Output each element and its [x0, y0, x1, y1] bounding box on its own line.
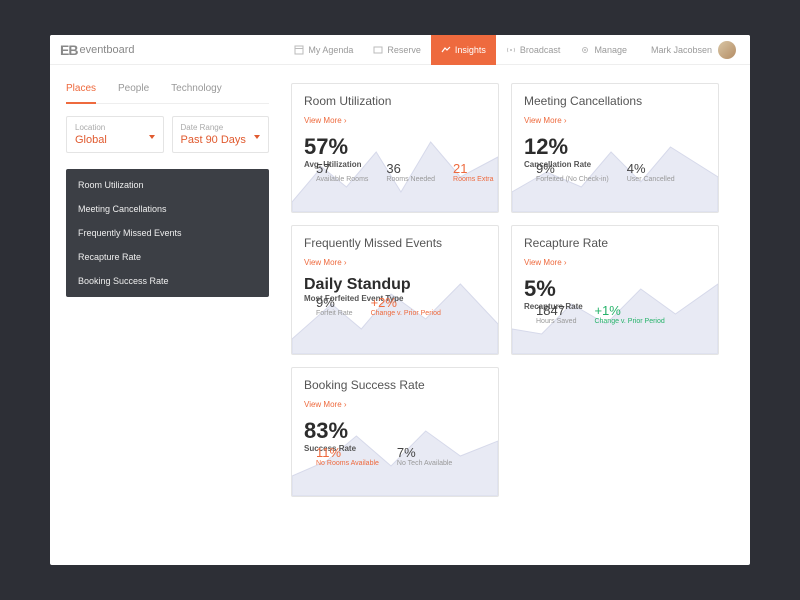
nav-label: Broadcast [520, 45, 561, 55]
stats: 1847Hours Saved +1%Change v. Prior Perio… [536, 303, 718, 325]
card-title: Booking Success Rate [304, 378, 486, 392]
card-meeting-cancellations[interactable]: Meeting Cancellations View More 12% Canc… [511, 83, 719, 213]
nav-label: Insights [455, 45, 486, 55]
stat-lbl: Forfeited (No Check-in) [536, 176, 609, 183]
tab-places[interactable]: Places [66, 83, 96, 104]
metric-list: Room Utilization Meeting Cancellations F… [66, 169, 269, 297]
big-value: 5% [524, 276, 706, 302]
card-title: Recapture Rate [524, 236, 706, 250]
stat-val: 36 [386, 161, 435, 176]
filter-value: Past 90 Days [181, 134, 261, 146]
logo-mark: EB [60, 42, 77, 58]
stats: 9%Forfeit Rate +2%Change v. Prior Period [316, 295, 498, 317]
filter-location[interactable]: Location Global [66, 116, 164, 153]
stat-val: 21 [453, 161, 493, 176]
big-value: 83% [304, 418, 486, 444]
logo[interactable]: EB eventboard [60, 42, 135, 58]
app-window: EB eventboard My Agenda Reserve Insights… [50, 35, 750, 565]
stat-lbl: Available Rooms [316, 176, 368, 183]
metric-item[interactable]: Room Utilization [66, 173, 269, 197]
sub-tabs: Places People Technology [66, 83, 269, 104]
gear-icon [580, 45, 590, 55]
stat-lbl: Forfeit Rate [316, 310, 353, 317]
main: Room Utilization View More 57% Avg. Util… [285, 65, 750, 565]
filter-value: Global [75, 134, 155, 146]
card-room-utilization[interactable]: Room Utilization View More 57% Avg. Util… [291, 83, 499, 213]
big-value: 12% [524, 134, 706, 160]
sidebar: Places People Technology Location Global… [50, 65, 285, 565]
nav-reserve[interactable]: Reserve [363, 35, 431, 65]
view-more-link[interactable]: View More [524, 258, 567, 267]
stat-lbl: No Rooms Available [316, 460, 379, 467]
stat-lbl: Change v. Prior Period [371, 310, 441, 317]
metric-item[interactable]: Booking Success Rate [66, 269, 269, 293]
view-more-link[interactable]: View More [304, 258, 347, 267]
user-name: Mark Jacobsen [651, 45, 712, 55]
cards: Room Utilization View More 57% Avg. Util… [291, 83, 732, 497]
stat-val: 9% [316, 295, 353, 310]
nav-my-agenda[interactable]: My Agenda [284, 35, 363, 65]
filter-date-range[interactable]: Date Range Past 90 Days [172, 116, 270, 153]
insights-icon [441, 45, 451, 55]
tab-technology[interactable]: Technology [171, 83, 222, 103]
metric-item[interactable]: Meeting Cancellations [66, 197, 269, 221]
nav-broadcast[interactable]: Broadcast [496, 35, 571, 65]
stat-lbl: Rooms Needed [386, 176, 435, 183]
agenda-icon [294, 45, 304, 55]
stat-val: +1% [594, 303, 664, 318]
reserve-icon [373, 45, 383, 55]
logo-text: eventboard [79, 44, 134, 56]
nav-manage[interactable]: Manage [570, 35, 637, 65]
card-title: Frequently Missed Events [304, 236, 486, 250]
stat-lbl: No Tech Available [397, 460, 452, 467]
big-value: 57% [304, 134, 486, 160]
stats: 9%Forfeited (No Check-in) 4%User Cancell… [536, 161, 718, 183]
stats: 57Available Rooms 36Rooms Needed 21Rooms… [316, 161, 498, 183]
nav-label: Reserve [387, 45, 421, 55]
view-more-link[interactable]: View More [304, 400, 347, 409]
stat-lbl: User Cancelled [627, 176, 675, 183]
filter-label: Location [75, 123, 155, 132]
stat-val: 4% [627, 161, 675, 176]
view-more-link[interactable]: View More [304, 116, 347, 125]
stat-lbl: Rooms Extra [453, 176, 493, 183]
body: Places People Technology Location Global… [50, 65, 750, 565]
stat-lbl: Change v. Prior Period [594, 318, 664, 325]
view-more-link[interactable]: View More [524, 116, 567, 125]
top-nav: My Agenda Reserve Insights Broadcast Man… [284, 35, 637, 65]
card-title: Meeting Cancellations [524, 94, 706, 108]
tab-people[interactable]: People [118, 83, 149, 103]
stat-val: 1847 [536, 303, 576, 318]
broadcast-icon [506, 45, 516, 55]
avatar [718, 41, 736, 59]
nav-insights[interactable]: Insights [431, 35, 496, 65]
filter-label: Date Range [181, 123, 261, 132]
user-menu[interactable]: Mark Jacobsen [651, 41, 736, 59]
stat-val: 57 [316, 161, 368, 176]
nav-label: Manage [594, 45, 627, 55]
stat-val: 7% [397, 445, 452, 460]
stat-val: +2% [371, 295, 441, 310]
card-title: Room Utilization [304, 94, 486, 108]
stat-lbl: Hours Saved [536, 318, 576, 325]
topbar: EB eventboard My Agenda Reserve Insights… [50, 35, 750, 65]
metric-item[interactable]: Recapture Rate [66, 245, 269, 269]
metric-item[interactable]: Frequently Missed Events [66, 221, 269, 245]
stats: 11%No Rooms Available 7%No Tech Availabl… [316, 445, 498, 467]
nav-label: My Agenda [308, 45, 353, 55]
card-recapture-rate[interactable]: Recapture Rate View More 5% Recapture Ra… [511, 225, 719, 355]
stat-val: 11% [316, 445, 379, 460]
stat-val: 9% [536, 161, 609, 176]
card-booking-success[interactable]: Booking Success Rate View More 83% Succe… [291, 367, 499, 497]
filters: Location Global Date Range Past 90 Days [66, 116, 269, 153]
big-value: Daily Standup [304, 276, 486, 294]
card-frequently-missed[interactable]: Frequently Missed Events View More Daily… [291, 225, 499, 355]
